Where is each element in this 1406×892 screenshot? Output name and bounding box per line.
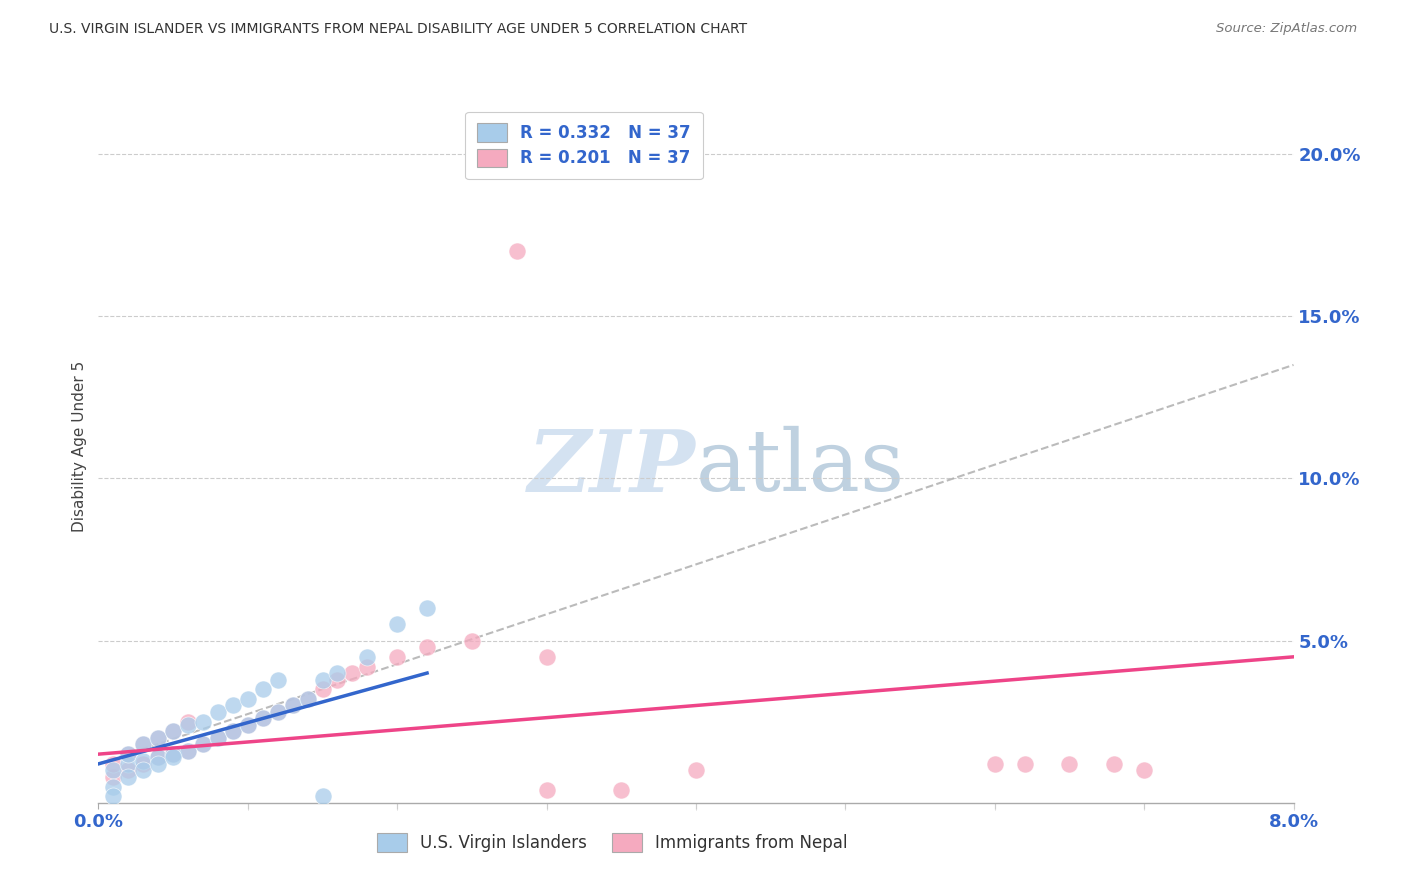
Point <box>148 731 170 745</box>
Point <box>222 724 245 739</box>
Point <box>148 756 170 771</box>
Point <box>177 744 200 758</box>
Point <box>191 738 214 752</box>
Legend: U.S. Virgin Islanders, Immigrants from Nepal: U.S. Virgin Islanders, Immigrants from N… <box>370 827 855 859</box>
Point <box>326 673 349 687</box>
Point <box>281 698 304 713</box>
Point <box>103 789 125 804</box>
Point <box>148 731 170 745</box>
Point <box>267 705 290 719</box>
Point <box>103 780 125 794</box>
Point <box>191 714 214 729</box>
Point <box>177 744 200 758</box>
Point <box>236 692 259 706</box>
Point <box>385 617 409 632</box>
Point <box>117 756 139 771</box>
Point <box>132 756 155 771</box>
Point <box>162 724 184 739</box>
Point <box>1059 756 1081 771</box>
Point <box>132 764 155 778</box>
Point <box>267 673 290 687</box>
Point <box>536 649 558 664</box>
Point <box>326 666 349 681</box>
Point <box>117 770 139 784</box>
Point <box>177 718 200 732</box>
Point <box>297 692 319 706</box>
Point <box>132 738 155 752</box>
Point <box>1133 764 1156 778</box>
Point <box>162 750 184 764</box>
Text: atlas: atlas <box>696 425 905 509</box>
Point <box>103 770 125 784</box>
Point <box>236 718 259 732</box>
Point <box>162 747 184 761</box>
Point <box>132 738 155 752</box>
Point <box>1104 756 1126 771</box>
Point <box>162 724 184 739</box>
Point <box>536 782 558 797</box>
Point <box>117 747 139 761</box>
Point <box>148 750 170 764</box>
Point <box>117 764 139 778</box>
Point <box>311 789 333 804</box>
Point <box>252 711 274 725</box>
Point <box>356 649 378 664</box>
Point <box>297 692 319 706</box>
Point <box>207 705 229 719</box>
Point <box>252 711 274 725</box>
Point <box>117 747 139 761</box>
Point <box>236 718 259 732</box>
Point <box>132 754 155 768</box>
Point <box>207 731 229 745</box>
Y-axis label: Disability Age Under 5: Disability Age Under 5 <box>72 360 87 532</box>
Point <box>342 666 364 681</box>
Point <box>191 738 214 752</box>
Point <box>162 747 184 761</box>
Point <box>506 244 529 259</box>
Point <box>207 731 229 745</box>
Point <box>103 764 125 778</box>
Point <box>416 601 439 615</box>
Text: U.S. VIRGIN ISLANDER VS IMMIGRANTS FROM NEPAL DISABILITY AGE UNDER 5 CORRELATION: U.S. VIRGIN ISLANDER VS IMMIGRANTS FROM … <box>49 22 748 37</box>
Point <box>311 673 333 687</box>
Point <box>222 698 245 713</box>
Point <box>984 756 1007 771</box>
Point <box>267 705 290 719</box>
Point <box>385 649 409 664</box>
Point <box>177 714 200 729</box>
Text: Source: ZipAtlas.com: Source: ZipAtlas.com <box>1216 22 1357 36</box>
Point <box>252 682 274 697</box>
Point <box>461 633 484 648</box>
Point <box>685 764 707 778</box>
Point <box>222 724 245 739</box>
Point <box>311 682 333 697</box>
Point <box>610 782 633 797</box>
Point <box>148 750 170 764</box>
Point <box>356 659 378 673</box>
Point <box>416 640 439 654</box>
Text: ZIP: ZIP <box>529 425 696 509</box>
Point <box>281 698 304 713</box>
Point <box>103 756 125 771</box>
Point <box>1014 756 1036 771</box>
